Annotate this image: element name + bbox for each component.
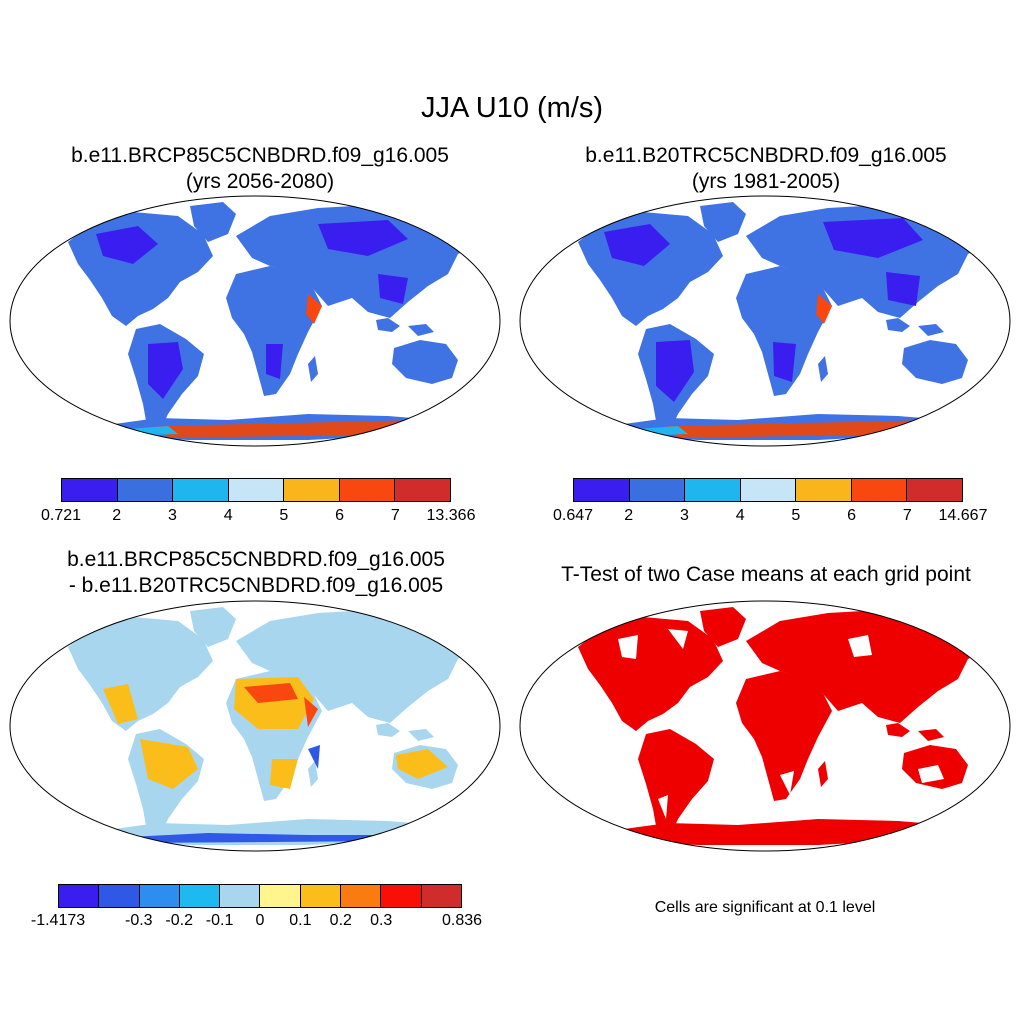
difference-colorbar-labels: -1.4173 -0.3 -0.2 -0.1 0 0.1 0.2 0.3 0.836 xyxy=(31,912,482,932)
difference-colorbar-swatch xyxy=(220,885,261,907)
difference-strong-positive-regions xyxy=(244,683,318,727)
historical-colorbar-tick-label: 2 xyxy=(624,507,634,524)
historical-colorbar-labels: 0.647 2 3 4 5 6 7 14.667 xyxy=(553,507,987,527)
difference-colorbar-swatch xyxy=(421,885,461,907)
future-title-line2: (yrs 2056-2080) xyxy=(185,170,335,193)
future-colorbar-tick-label: 7 xyxy=(390,507,400,524)
future-colorbar-swatch xyxy=(173,479,229,501)
historical-colorbar-swatch xyxy=(907,479,963,501)
future-colorbar-swatch xyxy=(395,479,451,501)
difference-panel-title: b.e11.BRCP85C5CNBDRD.f09_g16.005 - b.e11… xyxy=(6,547,506,599)
historical-title-line1: b.e11.B20TRC5CNBDRD.f09_g16.005 xyxy=(585,144,947,167)
difference-colorbar-tick-label: 0.1 xyxy=(289,912,312,929)
difference-colorbar-tick-label: -0.2 xyxy=(165,912,193,929)
future-wind-map xyxy=(9,195,501,447)
difference-colorbar-swatch xyxy=(179,885,221,907)
future-title-line1: b.e11.BRCP85C5CNBDRD.f09_g16.005 xyxy=(71,144,449,167)
difference-colorbar-swatch xyxy=(99,885,140,907)
significance-note: Cells are significant at 0.1 level xyxy=(654,899,876,916)
difference-colorbar-tick-label: 0.836 xyxy=(441,912,483,929)
ttest-significance-map xyxy=(519,600,1011,852)
future-colorbar-tick-label: 0.721 xyxy=(40,507,82,524)
historical-wind-map xyxy=(519,195,1011,447)
difference-colorbar-swatch xyxy=(300,885,342,907)
future-colorbar-swatch xyxy=(62,479,118,501)
difference-colorbar-swatch xyxy=(260,885,301,907)
historical-colorbar-tick-label: 4 xyxy=(735,507,745,524)
historical-colorbar-swatch xyxy=(851,479,908,501)
difference-wind-map xyxy=(9,600,501,852)
ttest-panel-title: T-Test of two Case means at each grid po… xyxy=(516,562,1016,588)
historical-colorbar-tick-label: 14.667 xyxy=(938,507,988,524)
historical-colorbar-swatch xyxy=(796,479,852,501)
future-colorbar xyxy=(61,478,451,502)
historical-colorbar-swatch xyxy=(685,479,741,501)
future-colorbar-swatch xyxy=(339,479,396,501)
ttest-insignificant-gaps xyxy=(618,627,958,819)
future-colorbar-swatch xyxy=(228,479,285,501)
future-panel-title: b.e11.BRCP85C5CNBDRD.f09_g16.005 (yrs 20… xyxy=(10,143,510,195)
future-colorbar-tick-label: 4 xyxy=(223,507,233,524)
ttest-title-line1: T-Test of two Case means at each grid po… xyxy=(561,563,971,586)
historical-colorbar-tick-label: 6 xyxy=(847,507,857,524)
historical-colorbar-tick-label: 0.647 xyxy=(552,507,594,524)
difference-title-line1: b.e11.BRCP85C5CNBDRD.f09_g16.005 xyxy=(67,548,445,571)
difference-colorbar-swatch xyxy=(341,885,382,907)
future-colorbar-swatch xyxy=(284,479,340,501)
historical-colorbar-swatch xyxy=(740,479,797,501)
future-colorbar-labels: 0.721 2 3 4 5 6 7 13.366 xyxy=(41,507,475,527)
difference-negative-regions xyxy=(128,745,418,843)
historical-colorbar-tick-label: 3 xyxy=(679,507,689,524)
future-colorbar-tick-label: 3 xyxy=(167,507,177,524)
historical-title-line2: (yrs 1981-2005) xyxy=(691,170,841,193)
difference-colorbar-swatch xyxy=(59,885,100,907)
future-colorbar-tick-label: 5 xyxy=(279,507,289,524)
future-low-wind-regions xyxy=(96,220,408,399)
historical-colorbar-swatch xyxy=(574,479,630,501)
difference-colorbar-tick-label: 0.2 xyxy=(329,912,352,929)
historical-colorbar-tick-label: 5 xyxy=(791,507,801,524)
main-title: JJA U10 (m/s) xyxy=(420,92,604,124)
future-colorbar-swatch xyxy=(117,479,174,501)
difference-colorbar xyxy=(58,884,462,908)
difference-colorbar-swatch xyxy=(139,885,180,907)
difference-colorbar-tick-label: 0.3 xyxy=(370,912,393,929)
difference-colorbar-tick-label: 0 xyxy=(255,912,265,929)
historical-colorbar-swatch xyxy=(629,479,686,501)
future-colorbar-tick-label: 6 xyxy=(335,507,345,524)
future-colorbar-tick-label: 13.366 xyxy=(426,507,476,524)
difference-colorbar-tick-label: -0.1 xyxy=(205,912,234,929)
historical-panel-title: b.e11.B20TRC5CNBDRD.f09_g16.005 (yrs 198… xyxy=(516,143,1016,195)
difference-title-line2: - b.e11.B20TRC5CNBDRD.f09_g16.005 xyxy=(68,574,444,597)
ttest-significant-cells xyxy=(578,607,993,845)
future-colorbar-tick-label: 2 xyxy=(112,507,122,524)
historical-colorbar-tick-label: 7 xyxy=(902,507,912,524)
historical-low-wind-regions xyxy=(604,218,923,402)
historical-colorbar xyxy=(573,478,963,502)
difference-colorbar-tick-label: -0.3 xyxy=(125,912,153,929)
difference-colorbar-swatch xyxy=(381,885,422,907)
difference-colorbar-tick-label: -1.4173 xyxy=(30,912,86,929)
